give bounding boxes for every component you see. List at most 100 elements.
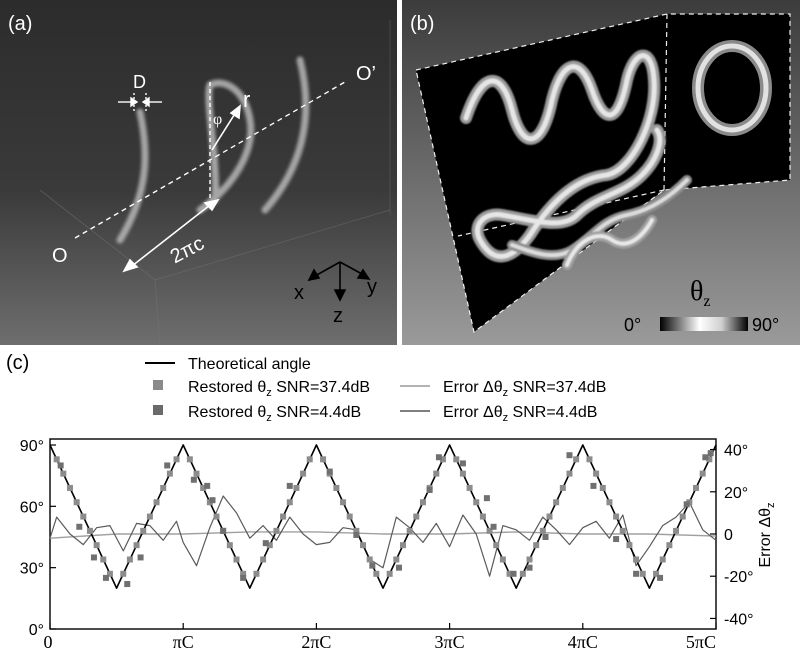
restored-point-high-snr [673, 527, 680, 534]
angle-label: φ [213, 111, 222, 128]
restored-point-low-snr [613, 536, 620, 543]
colorbar-max-label: 90° [752, 315, 779, 335]
restored-point-low-snr [124, 581, 131, 588]
restored-point-low-snr [707, 450, 714, 457]
restored-point-high-snr [573, 456, 580, 463]
restored-point-high-snr [273, 527, 280, 534]
restored-point-low-snr [426, 486, 433, 493]
coordinate-axes [307, 261, 371, 302]
angle-chart: (c) Theoretical angle Restored θz SNR=37… [6, 352, 777, 650]
legend-restored-low: Restored θz SNR=4.4dB [188, 404, 361, 424]
restored-point-high-snr [633, 556, 640, 563]
helix-tube [116, 56, 310, 244]
restored-point-high-snr [419, 499, 426, 506]
panel-a-image: D r φ 2πc O O’ x y z ( [0, 0, 397, 345]
restored-point-high-snr [439, 456, 446, 463]
x-tick-label: 4πC [568, 632, 598, 650]
restored-point-low-snr [657, 574, 664, 581]
restored-point-high-snr [506, 570, 513, 577]
restored-point-high-snr [473, 499, 480, 506]
restored-point-high-snr [86, 527, 93, 534]
right-tick-label: 20° [724, 485, 748, 502]
x-axis: 0 πC 2πC 3πC 4πC 5πC [44, 623, 717, 650]
helix-ribbon [460, 49, 692, 270]
error-line-low-snr [49, 495, 717, 577]
restored-point-high-snr [526, 556, 533, 563]
z-axis-label: z [333, 305, 343, 327]
restored-point-high-snr [60, 470, 67, 477]
restored-point-low-snr [102, 574, 109, 581]
origin-end-label: O’ [356, 63, 376, 85]
restored-point-high-snr [626, 542, 633, 549]
restored-point-low-snr [353, 531, 360, 538]
x-tick-label: 3πC [435, 632, 465, 650]
restored-point-high-snr [586, 456, 593, 463]
diameter-marker [118, 93, 162, 112]
restored-point-high-snr [486, 527, 493, 534]
restored-point-high-snr [459, 470, 466, 477]
restored-point-high-snr [126, 556, 133, 563]
restored-point-high-snr [93, 542, 100, 549]
restored-point-high-snr [533, 542, 540, 549]
right-axis: 40° 20° 0 -20° -40° [710, 443, 754, 628]
restored-point-high-snr [73, 499, 80, 506]
restored-point-high-snr [213, 513, 220, 520]
restored-point-high-snr [659, 556, 666, 563]
restored-point-low-snr [164, 462, 171, 469]
legend-restored-high-swatch [153, 380, 163, 390]
restored-point-high-snr [566, 470, 573, 477]
restored-point-high-snr [333, 484, 340, 491]
restored-point-high-snr [340, 499, 347, 506]
restored-point-low-snr [209, 497, 216, 504]
restored-point-high-snr [120, 570, 127, 577]
restored-point-high-snr [253, 570, 260, 577]
theoretical-line [49, 444, 717, 589]
restored-point-high-snr [519, 570, 526, 577]
legend-restored-high: Restored θz SNR=37.4dB [188, 379, 370, 399]
panel-c: (c) Theoretical angle Restored θz SNR=37… [0, 345, 800, 650]
colorbar: θz 0° 90° [624, 276, 779, 335]
legend-restored-low-swatch [153, 405, 163, 415]
restored-point-low-snr [395, 564, 402, 571]
restored-point-low-snr [542, 534, 549, 540]
restored-point-high-snr [479, 513, 486, 520]
restored-point-high-snr [266, 542, 273, 549]
restored-point-high-snr [260, 556, 267, 563]
restored-point-high-snr [406, 527, 413, 534]
restored-point-high-snr [493, 542, 500, 549]
restored-point-high-snr [593, 470, 600, 477]
restored-point-high-snr [613, 513, 620, 520]
restored-point-low-snr [459, 460, 466, 467]
right-axis-title: Error Δθz [757, 502, 777, 567]
restored-point-high-snr [619, 527, 626, 534]
series-layer [49, 444, 717, 589]
restored-point-high-snr [666, 542, 673, 549]
box-edges [415, 13, 791, 334]
restored-point-high-snr [499, 556, 506, 563]
panel-b: (b) θz 0° 90° [402, 0, 800, 345]
colorbar-min-label: 0° [624, 315, 641, 335]
restored-point-high-snr [386, 570, 393, 577]
restored-point-high-snr [133, 542, 140, 549]
restored-point-high-snr [173, 456, 180, 463]
right-tick-label: 40° [724, 443, 748, 460]
restored-point-low-snr [76, 523, 83, 530]
restored-point-high-snr [66, 484, 73, 491]
restored-point-low-snr [633, 570, 640, 577]
restored-point-high-snr [639, 570, 646, 577]
right-tick-label: -20° [724, 569, 754, 586]
restored-point-low-snr [204, 482, 211, 489]
restored-point-low-snr [490, 523, 497, 530]
restored-point-high-snr [599, 484, 606, 491]
restored-point-high-snr [293, 484, 300, 491]
restored-point-high-snr [80, 513, 87, 520]
restored-point-high-snr [539, 527, 546, 534]
restored-point-high-snr [286, 499, 293, 506]
x-axis-label: x [294, 282, 304, 304]
restored-point-high-snr [226, 542, 233, 549]
restored-point-low-snr [435, 454, 442, 461]
x-tick-label: 2πC [301, 632, 331, 650]
x-tick-label: 5πC [686, 632, 716, 650]
restored-point-low-snr [683, 501, 690, 508]
restored-point-high-snr [300, 470, 307, 477]
